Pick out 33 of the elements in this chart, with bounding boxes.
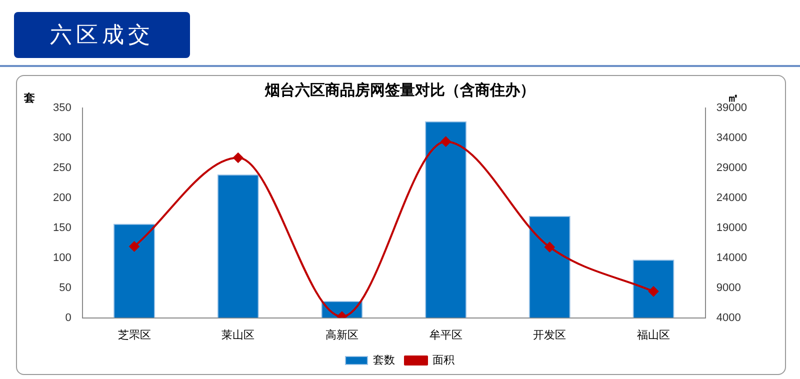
y2-tick-label: 24000 <box>716 192 748 204</box>
y-tick-label: 50 <box>59 282 72 294</box>
legend-label: 面积 <box>432 353 454 366</box>
y2-tick-label: 4000 <box>716 312 741 324</box>
point <box>648 286 658 296</box>
y2-tick-label: 14000 <box>716 252 748 264</box>
y-tick-label: 350 <box>52 102 72 114</box>
point <box>233 152 244 163</box>
y2-axis-title: ㎡ <box>727 91 738 104</box>
y-tick-label: 250 <box>52 162 72 174</box>
y-tick-label: 150 <box>52 222 72 234</box>
x-tick-label: 高新区 <box>325 328 358 342</box>
point <box>129 241 140 252</box>
point <box>544 242 555 252</box>
chart-title: 烟台六区商品房网签量对比（含商住办） <box>264 80 535 99</box>
y-axis-title: 套 <box>23 91 35 104</box>
y-tick-label: 200 <box>52 192 72 204</box>
y2-tick-label: 34000 <box>716 132 748 144</box>
y-tick-label: 300 <box>52 132 72 144</box>
x-tick-label: 芝罘区 <box>118 328 151 342</box>
text: 六区成交 <box>14 12 190 58</box>
y2-tick-label: 19000 <box>716 222 748 234</box>
y2-tick-label: 9000 <box>716 282 741 294</box>
point <box>440 136 451 147</box>
x-tick-label: 莱山区 <box>222 328 255 342</box>
x-tick-label: 开发区 <box>533 328 566 342</box>
y-tick-label: 0 <box>65 312 72 324</box>
x-tick-label: 牟平区 <box>429 328 462 342</box>
y-tick-label: 100 <box>52 252 72 264</box>
legend-label: 套数 <box>373 353 395 366</box>
y2-tick-label: 39000 <box>716 102 748 114</box>
x-tick-label: 福山区 <box>636 328 670 342</box>
y2-tick-label: 29000 <box>716 162 748 174</box>
